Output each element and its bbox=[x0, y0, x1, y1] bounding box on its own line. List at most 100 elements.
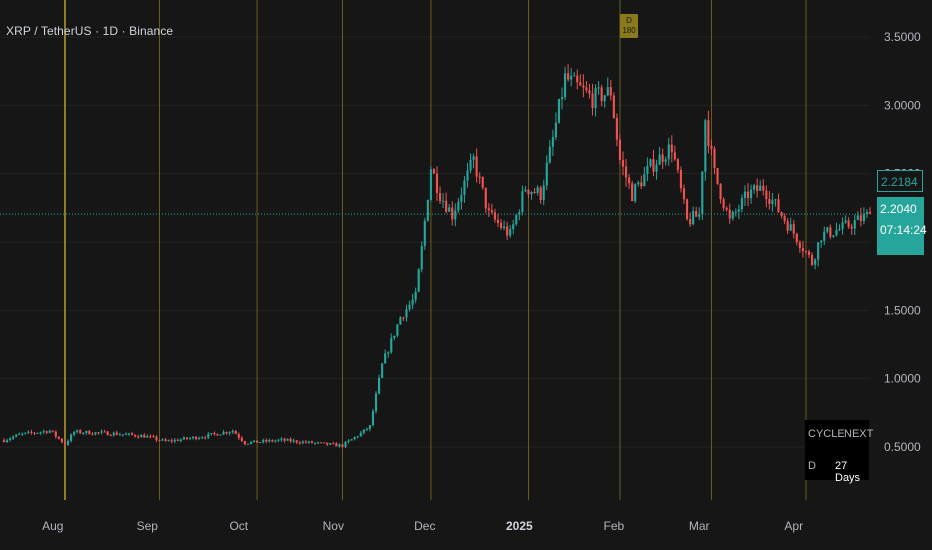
candle-body bbox=[79, 430, 82, 434]
y-tick-label: 1.5000 bbox=[884, 303, 921, 317]
candle-body bbox=[554, 122, 557, 138]
candle bbox=[301, 440, 304, 445]
candle-body bbox=[689, 219, 692, 225]
candle-body bbox=[679, 170, 683, 189]
candle-body bbox=[57, 436, 60, 439]
candle-body bbox=[448, 207, 451, 212]
candle bbox=[73, 430, 76, 437]
candle bbox=[548, 140, 551, 164]
candle-body bbox=[42, 431, 45, 433]
candle-body bbox=[667, 144, 670, 160]
candle bbox=[628, 174, 631, 189]
candle-body bbox=[512, 224, 515, 230]
candle-body bbox=[9, 438, 12, 441]
candle-body bbox=[143, 435, 146, 438]
candle-body bbox=[371, 411, 375, 426]
candle bbox=[673, 145, 676, 161]
cycle-table-header-cycle: CYCLE bbox=[808, 428, 845, 440]
candle-body bbox=[164, 439, 167, 442]
candle-body bbox=[76, 430, 79, 432]
candle bbox=[829, 224, 832, 240]
candle-body bbox=[637, 182, 640, 185]
candle-body bbox=[780, 212, 783, 216]
candle-body bbox=[30, 431, 33, 433]
candle bbox=[256, 440, 259, 443]
candle-body bbox=[576, 75, 579, 83]
x-tick-label: Oct bbox=[229, 519, 248, 533]
candle-body bbox=[478, 176, 481, 178]
candle-body bbox=[118, 434, 121, 436]
candle bbox=[323, 442, 326, 444]
candle bbox=[460, 187, 463, 210]
candle bbox=[664, 156, 667, 166]
candle bbox=[615, 113, 618, 147]
candle-body bbox=[408, 304, 411, 310]
candle bbox=[570, 68, 573, 87]
candle bbox=[143, 433, 146, 438]
candle-body bbox=[246, 443, 250, 445]
candle bbox=[252, 440, 256, 443]
candle-body bbox=[48, 430, 51, 433]
candle bbox=[121, 434, 124, 437]
candle bbox=[271, 439, 274, 443]
candle-body bbox=[317, 442, 320, 444]
candle bbox=[341, 443, 344, 449]
candle-body bbox=[490, 210, 493, 213]
candle bbox=[329, 442, 332, 446]
candle bbox=[384, 349, 387, 364]
candle bbox=[631, 180, 634, 202]
candle-body bbox=[442, 200, 445, 202]
candle bbox=[426, 199, 429, 222]
candle-body bbox=[548, 146, 551, 163]
candle-body bbox=[228, 432, 231, 434]
candle bbox=[649, 158, 652, 168]
candle-body bbox=[176, 439, 179, 441]
candle-body bbox=[539, 187, 542, 201]
candle bbox=[466, 162, 469, 188]
candle bbox=[856, 211, 859, 221]
candle bbox=[667, 137, 670, 166]
candle bbox=[356, 435, 359, 439]
candle bbox=[57, 436, 60, 440]
candle bbox=[789, 217, 792, 232]
candle bbox=[204, 435, 207, 440]
candle-body bbox=[313, 442, 317, 444]
candle-body bbox=[698, 214, 701, 217]
candle-body bbox=[66, 441, 70, 445]
candle bbox=[817, 242, 820, 267]
candle-body bbox=[85, 430, 88, 433]
candle bbox=[853, 214, 856, 235]
candle bbox=[158, 439, 161, 442]
candle-body bbox=[676, 159, 679, 171]
candle-body bbox=[213, 433, 216, 435]
candle bbox=[820, 239, 823, 248]
candle bbox=[689, 212, 692, 227]
y-tick-label: 1.0000 bbox=[884, 372, 921, 386]
candle bbox=[753, 183, 756, 194]
candle bbox=[518, 209, 521, 221]
candle bbox=[792, 219, 795, 239]
candle bbox=[134, 434, 137, 438]
candle bbox=[722, 197, 725, 212]
candle-body bbox=[445, 200, 448, 212]
candle bbox=[408, 300, 411, 312]
candle bbox=[530, 191, 533, 200]
candle bbox=[362, 429, 365, 435]
candle-body bbox=[792, 224, 795, 234]
candle bbox=[725, 206, 728, 212]
candle bbox=[774, 198, 777, 207]
candle-body bbox=[832, 235, 835, 237]
y-tick-label: 0.5000 bbox=[884, 440, 921, 454]
candle-body bbox=[2, 440, 6, 442]
candle-body bbox=[695, 211, 698, 217]
candle bbox=[155, 435, 158, 442]
candle-body bbox=[94, 432, 97, 435]
candle bbox=[585, 81, 588, 93]
candle bbox=[405, 304, 408, 322]
candle bbox=[850, 223, 853, 235]
candle bbox=[63, 441, 67, 447]
y-tick-label: 3.0000 bbox=[884, 98, 921, 112]
candle-body bbox=[536, 187, 539, 193]
candle-body bbox=[155, 436, 158, 441]
